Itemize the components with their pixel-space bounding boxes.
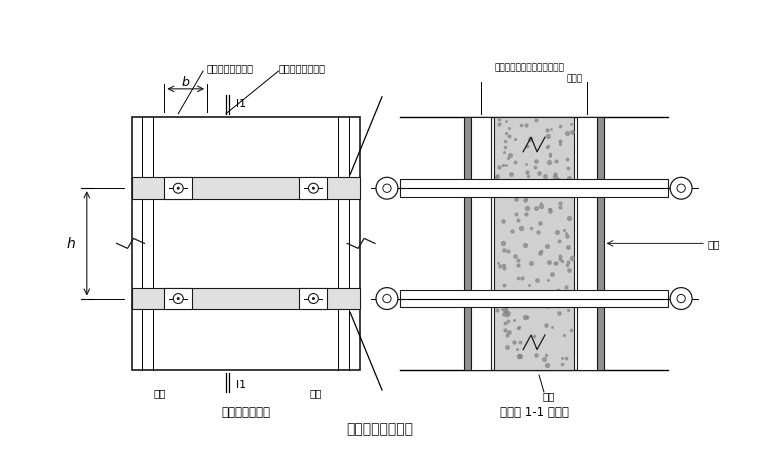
Circle shape [383, 184, 391, 193]
Text: 墙模板 1-1 剑面图: 墙模板 1-1 剑面图 [499, 405, 568, 419]
Text: 主榆（矩形钗管）次榆（固形: 主榆（矩形钗管）次榆（固形 [494, 63, 564, 72]
Text: h: h [66, 237, 75, 251]
Circle shape [309, 184, 318, 194]
Circle shape [677, 184, 686, 193]
Text: 螺栓: 螺栓 [543, 390, 556, 400]
Bar [494, 117, 574, 370]
Circle shape [670, 178, 692, 200]
Text: l1: l1 [236, 379, 246, 389]
Circle shape [173, 294, 183, 304]
Circle shape [670, 288, 692, 310]
Text: 次榆（矩形钗管）: 次榆（矩形钗管） [279, 63, 325, 73]
Bar [597, 117, 603, 370]
Circle shape [376, 288, 398, 310]
Bar [131, 178, 360, 200]
Circle shape [383, 295, 391, 303]
Bar [164, 288, 192, 310]
Circle shape [312, 187, 315, 190]
Bar [400, 180, 668, 198]
Text: 钗管）: 钗管） [567, 74, 583, 83]
Circle shape [677, 295, 686, 303]
Circle shape [173, 184, 183, 194]
Bar [131, 288, 360, 310]
Bar [299, 178, 328, 200]
Circle shape [312, 297, 315, 300]
Bar [577, 117, 597, 370]
Text: 面板: 面板 [708, 239, 720, 249]
Text: 主榆（矩形钗管）: 主榆（矩形钗管） [206, 63, 253, 73]
Bar [464, 117, 471, 370]
Bar [471, 117, 491, 370]
Text: 墙模板正立面图: 墙模板正立面图 [221, 405, 271, 419]
Circle shape [177, 297, 179, 300]
Text: 墙模板设计简图。: 墙模板设计简图。 [347, 421, 413, 435]
Circle shape [309, 294, 318, 304]
Circle shape [376, 178, 398, 200]
Text: 面板: 面板 [153, 387, 166, 397]
Text: 螺栓: 螺栓 [309, 387, 321, 397]
Bar [131, 117, 360, 370]
Text: b: b [182, 76, 190, 89]
Bar [400, 290, 668, 308]
Bar [299, 288, 328, 310]
Text: l1: l1 [236, 98, 246, 109]
Circle shape [177, 187, 179, 190]
Bar [164, 178, 192, 200]
